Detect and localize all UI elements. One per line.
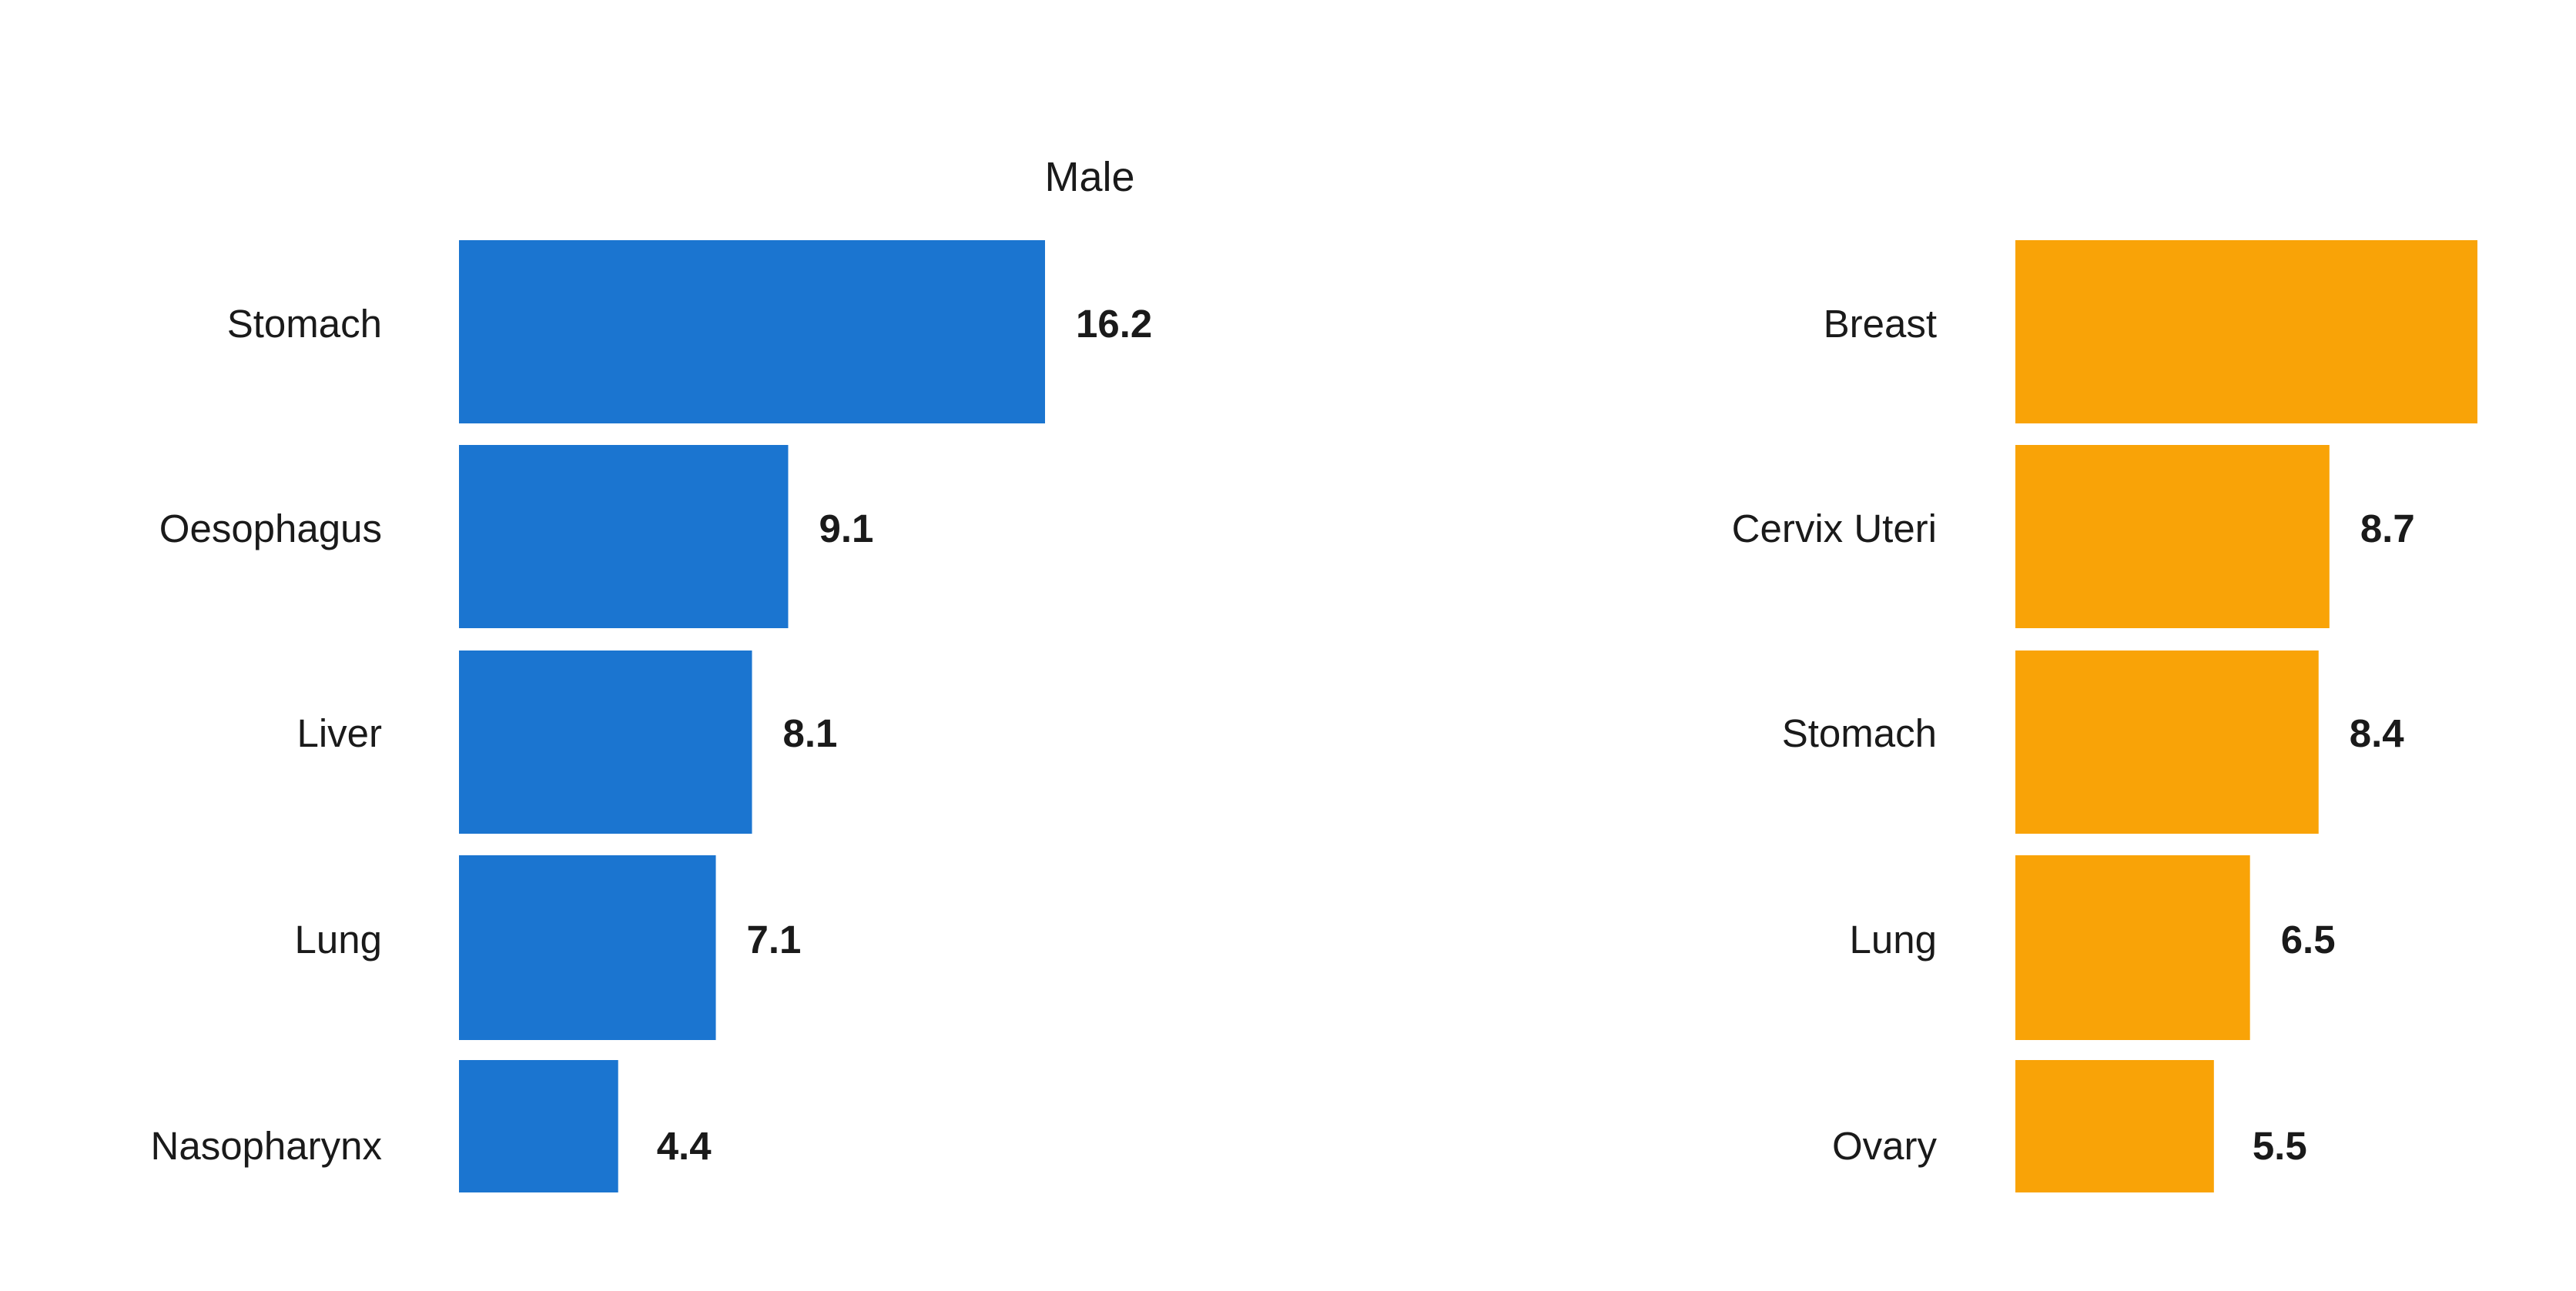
female-bar-cervix-uteri: [2015, 445, 2330, 628]
female-category-label: Stomach: [1782, 711, 1937, 755]
male-chart-title: Male: [1044, 154, 1134, 200]
male-category-label: Lung: [295, 918, 382, 962]
female-value-label: 5.5: [2253, 1124, 2307, 1168]
female-chart-panel: Breast Cervix Uteri 8.7 Stomach 8.4 Lung 6.5 Ov…: [1732, 240, 2477, 1192]
male-value-label: 7.1: [747, 918, 802, 962]
female-category-label: Ovary: [1832, 1124, 1938, 1168]
female-bar-breast: [2015, 240, 2477, 423]
female-category-label: Lung: [1850, 918, 1937, 962]
female-value-label: 6.5: [2281, 918, 2336, 962]
female-value-label: 8.7: [2360, 507, 2415, 550]
male-bar-stomach: [459, 240, 1045, 423]
female-category-label: Breast: [1824, 302, 1937, 346]
male-value-label: 9.1: [819, 507, 873, 550]
female-category-label: Cervix Uteri: [1732, 507, 1937, 550]
female-bar-lung: [2015, 855, 2250, 1040]
female-value-label: 8.4: [2350, 711, 2405, 755]
male-category-label: Oesophagus: [159, 507, 382, 550]
male-category-label: Stomach: [227, 302, 382, 346]
male-value-label: 16.2: [1076, 302, 1152, 346]
male-bar-oesophagus: [459, 445, 789, 628]
male-bar-nasopharynx: [459, 1060, 618, 1192]
male-bar-liver: [459, 651, 752, 834]
male-value-label: 8.1: [783, 711, 838, 755]
female-bar-ovary: [2015, 1060, 2214, 1192]
male-category-label: Liver: [296, 711, 382, 755]
male-category-label: Nasopharynx: [151, 1124, 383, 1168]
female-bar-stomach: [2015, 651, 2319, 834]
male-chart-panel: Male Stomach 16.2 Oesophagus 9.1 Liver 8.1 Lung…: [151, 154, 1152, 1192]
male-value-label: 4.4: [657, 1124, 712, 1168]
male-bar-lung: [459, 855, 716, 1040]
